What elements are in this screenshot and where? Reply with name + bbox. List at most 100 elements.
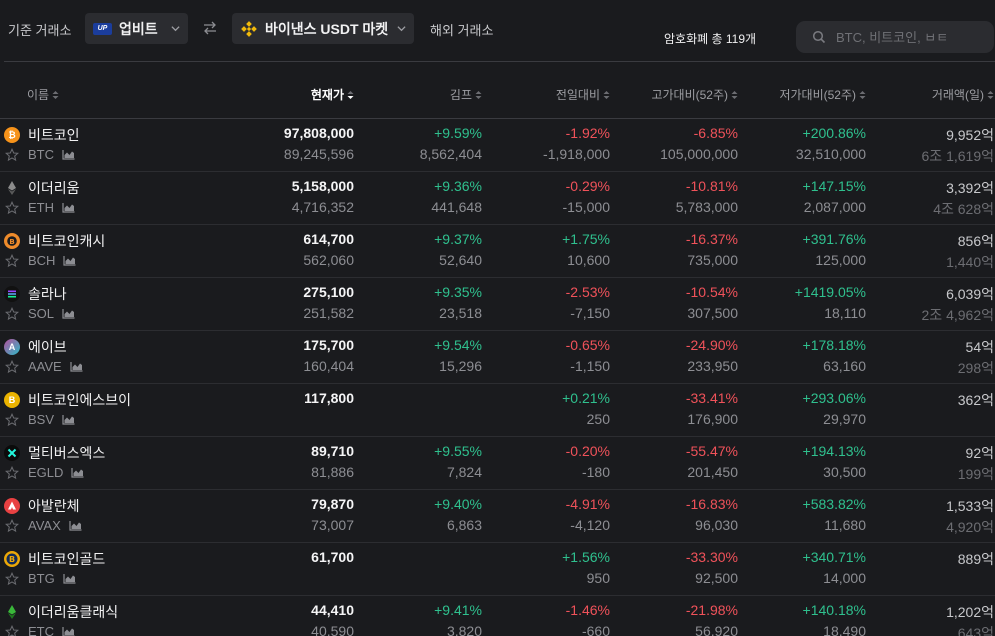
low52-price: 11,680	[824, 517, 866, 533]
chart-icon[interactable]	[62, 308, 75, 319]
volume-domestic: 92억	[965, 445, 994, 461]
column-name[interactable]: 이름	[27, 86, 59, 103]
coin-symbol-group: BSV	[28, 412, 75, 427]
volume-domestic: 1,202억	[946, 604, 994, 620]
favorite-star-icon[interactable]	[5, 254, 19, 268]
favorite-star-icon[interactable]	[5, 519, 19, 533]
table-row[interactable]: A 에이브 AAVE 175,700 160,404 +9.54% 15,296 -0.65%…	[0, 331, 995, 384]
coin-name[interactable]: 비트코인골드	[28, 551, 106, 567]
table-row[interactable]: ₿ 비트코인 BTC 97,808,000 89,245,596 +9.59% 8,562,…	[0, 119, 995, 172]
coin-symbol: SOL	[28, 306, 55, 321]
coin-name[interactable]: 비트코인캐시	[28, 233, 106, 249]
chart-icon[interactable]	[62, 414, 75, 425]
column-price[interactable]: 현재가	[311, 86, 354, 103]
base-exchange-select[interactable]: UP 업비트	[85, 13, 188, 44]
coin-symbol: ETH	[28, 200, 54, 215]
bitcoin-icon: ₿	[4, 127, 20, 143]
table-row[interactable]: 이더리움 ETH 5,158,000 4,716,352 +9.36% 441,648 -0…	[0, 172, 995, 225]
column-low52[interactable]: 저가대비(52주)	[779, 86, 866, 103]
table-row[interactable]: B 비트코인캐시 BCH 614,700 562,060 +9.37% 52,640 +1.7…	[0, 225, 995, 278]
chart-icon[interactable]	[71, 467, 84, 478]
low52-price: 29,970	[823, 411, 866, 427]
coin-name[interactable]: 멀티버스엑스	[28, 445, 106, 461]
search-input[interactable]	[836, 29, 986, 45]
favorite-star-icon[interactable]	[5, 466, 19, 480]
table-row[interactable]: 이더리움클래식 ETC 44,410 40,590 +9.41% 3,820 -1.46% -…	[0, 596, 995, 636]
change-percent: -1.46%	[565, 602, 610, 618]
low52-percent: +147.15%	[802, 178, 866, 194]
current-price: 614,700	[303, 231, 354, 247]
high52-price: 96,030	[695, 517, 738, 533]
coin-symbol: AVAX	[28, 518, 61, 533]
favorite-star-icon[interactable]	[5, 148, 19, 162]
table-row[interactable]: 멀티버스엑스 EGLD 89,710 81,886 +9.55% 7,824 -0.20% -…	[0, 437, 995, 490]
chart-icon[interactable]	[62, 202, 75, 213]
coin-name[interactable]: 이더리움	[28, 180, 80, 196]
change-amount: 950	[586, 570, 610, 586]
coin-name[interactable]: 솔라나	[28, 286, 67, 302]
volume-foreign: 298억	[957, 360, 994, 376]
high52-price: 201,450	[687, 464, 738, 480]
svg-text:B: B	[9, 555, 15, 564]
coin-symbol-group: SOL	[28, 306, 75, 321]
column-kimp[interactable]: 김프	[450, 86, 482, 103]
low52-price: 2,087,000	[803, 199, 866, 215]
high52-percent: -21.98%	[685, 602, 738, 618]
volume-domestic: 54억	[965, 339, 994, 355]
column-change[interactable]: 전일대비	[556, 86, 610, 103]
high52-price: 307,500	[687, 305, 738, 321]
favorite-star-icon[interactable]	[5, 572, 19, 586]
favorite-star-icon[interactable]	[5, 413, 19, 427]
table-row[interactable]: 아발란체 AVAX 79,870 73,007 +9.40% 6,863 -4.91% -4,…	[0, 490, 995, 543]
volume-foreign: 6조 1,619억	[921, 148, 994, 164]
table-row[interactable]: B 비트코인골드 BTG 61,700 +1.56% 950 -33.30% 92,500 +3…	[0, 543, 995, 596]
table-header: 이름 현재가 김프 전일대비 고가대비(52주) 저가대비(52주) 거래액(일…	[0, 62, 995, 119]
high52-percent: -16.37%	[685, 231, 738, 247]
search-box[interactable]	[796, 21, 994, 53]
column-high52[interactable]: 고가대비(52주)	[651, 86, 738, 103]
aave-icon: A	[4, 339, 20, 355]
avalanche-icon	[4, 498, 20, 514]
current-price: 275,100	[303, 284, 354, 300]
volume-foreign: 4조 628억	[933, 201, 994, 217]
high52-percent: -24.90%	[685, 337, 738, 353]
table-row[interactable]: B 비트코인에스브이 BSV 117,800 +0.21% 250 -33.41% 176,9…	[0, 384, 995, 437]
favorite-star-icon[interactable]	[5, 307, 19, 321]
coin-name[interactable]: 에이브	[28, 339, 67, 355]
coin-name[interactable]: 아발란체	[28, 498, 80, 514]
table-row[interactable]: 솔라나 SOL 275,100 251,582 +9.35% 23,518 -2.53% -7…	[0, 278, 995, 331]
target-exchange-select[interactable]: 바이낸스 USDT 마켓	[232, 13, 414, 44]
chart-icon[interactable]	[62, 626, 75, 636]
bitcoin-cash-icon: B	[4, 233, 20, 249]
change-percent: -0.65%	[565, 337, 610, 353]
column-low52-label: 저가대비(52주)	[779, 88, 856, 102]
column-price-label: 현재가	[310, 88, 344, 102]
change-amount: 250	[586, 411, 610, 427]
favorite-star-icon[interactable]	[5, 625, 19, 636]
foreign-price: 160,404	[303, 358, 354, 374]
kimp-amount: 8,562,404	[419, 146, 482, 162]
low52-price: 30,500	[823, 464, 866, 480]
change-percent: +0.21%	[562, 390, 610, 406]
favorite-star-icon[interactable]	[5, 360, 19, 374]
swap-icon[interactable]	[202, 20, 218, 36]
chart-icon[interactable]	[69, 520, 82, 531]
foreign-exchange-label: 해외 거래소	[430, 23, 494, 38]
favorite-star-icon[interactable]	[5, 201, 19, 215]
chevron-down-icon	[397, 26, 406, 32]
coin-name[interactable]: 이더리움클래식	[28, 604, 119, 620]
change-percent: -4.91%	[565, 496, 610, 512]
chart-icon[interactable]	[63, 255, 76, 266]
high52-price: 176,900	[687, 411, 738, 427]
low52-percent: +391.76%	[802, 231, 866, 247]
coin-name[interactable]: 비트코인	[28, 127, 80, 143]
chart-icon[interactable]	[63, 573, 76, 584]
ethereum-icon	[4, 180, 20, 196]
chart-icon[interactable]	[62, 149, 75, 160]
coin-name[interactable]: 비트코인에스브이	[28, 392, 132, 408]
chart-icon[interactable]	[70, 361, 83, 372]
binance-logo-icon	[241, 20, 257, 37]
column-volume[interactable]: 거래액(일)	[932, 86, 994, 103]
kimp-amount: 15,296	[439, 358, 482, 374]
bitcoin-gold-icon: B	[4, 551, 20, 567]
